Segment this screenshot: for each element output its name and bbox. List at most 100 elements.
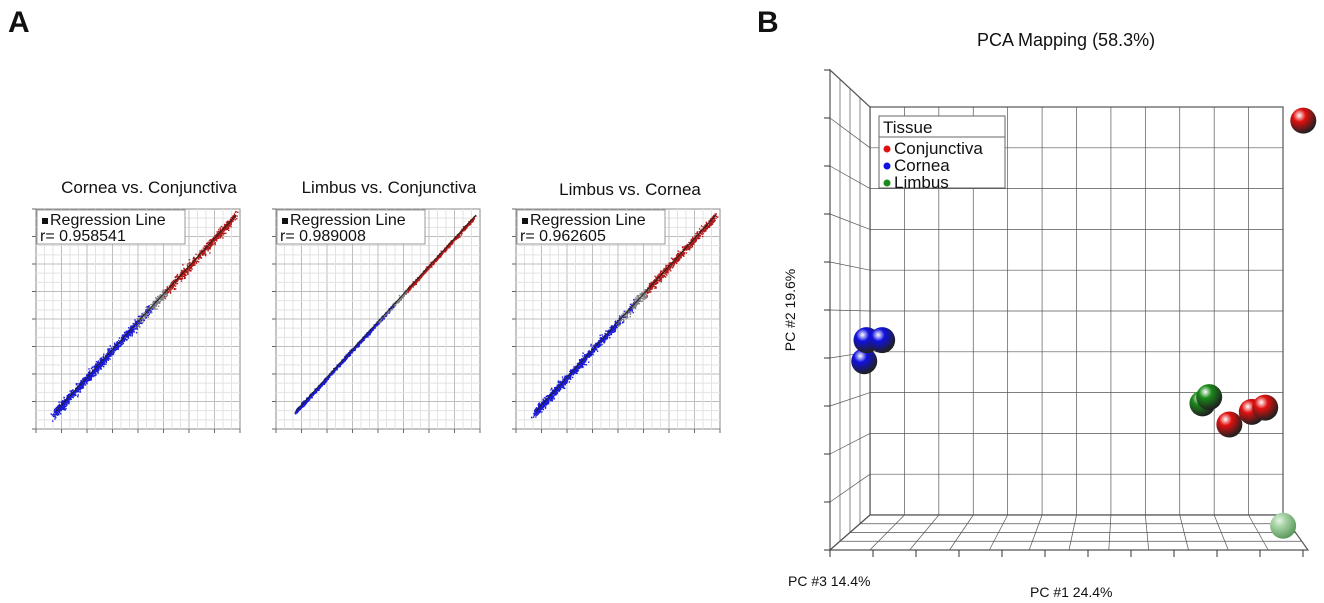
scatter-title-1: Cornea vs. Conjunctiva (61, 178, 237, 197)
data-point (236, 215, 238, 217)
legend-label: Regression Line (290, 212, 406, 229)
data-point (96, 369, 98, 371)
data-point (176, 273, 179, 276)
data-point (407, 290, 410, 292)
data-point (394, 304, 397, 306)
data-point (342, 359, 345, 362)
data-point (110, 353, 112, 355)
data-point (135, 332, 138, 334)
data-point (142, 314, 144, 317)
data-point (226, 225, 228, 228)
data-point (62, 400, 64, 403)
data-point (89, 378, 91, 380)
data-point (82, 377, 84, 380)
data-point (66, 395, 69, 397)
data-point (655, 287, 657, 289)
data-point (202, 252, 205, 255)
data-point (301, 404, 304, 406)
data-point (207, 248, 209, 251)
data-point (656, 275, 658, 277)
data-point (372, 329, 374, 331)
data-point (324, 381, 327, 384)
data-point (623, 316, 625, 319)
data-point (89, 370, 91, 372)
data-point (175, 281, 178, 283)
data-point (421, 274, 423, 276)
data-point (101, 359, 103, 361)
data-point (86, 375, 88, 377)
data-point (311, 397, 313, 399)
data-point (227, 226, 229, 229)
data-point (191, 265, 193, 267)
data-point (449, 244, 451, 246)
data-point (359, 342, 361, 344)
data-point (79, 391, 81, 393)
data-point (208, 240, 210, 242)
data-point (684, 249, 686, 251)
data-point (55, 407, 57, 410)
data-point (440, 250, 442, 252)
data-point (355, 346, 357, 349)
data-point (359, 343, 361, 345)
data-point (106, 355, 109, 357)
data-point (96, 362, 99, 365)
data-point (222, 234, 224, 236)
data-point (116, 345, 119, 347)
data-point (233, 217, 236, 219)
data-point (423, 273, 425, 275)
data-point (177, 276, 179, 278)
data-point (79, 389, 81, 391)
data-point (667, 272, 669, 274)
data-point (373, 324, 375, 326)
data-point (310, 395, 312, 397)
data-point (314, 392, 316, 394)
data-point (427, 268, 430, 270)
data-point (106, 356, 108, 359)
data-point (354, 349, 356, 351)
data-point (103, 353, 105, 355)
data-point (619, 321, 621, 323)
data-point (153, 308, 155, 310)
data-point (60, 407, 63, 409)
data-point (150, 311, 152, 313)
data-point (73, 395, 75, 397)
data-point (53, 414, 56, 416)
data-point (90, 378, 92, 380)
data-point (190, 266, 193, 268)
data-point (163, 291, 165, 294)
data-point (53, 408, 56, 411)
data-point (192, 258, 194, 260)
data-point (452, 240, 455, 242)
data-point (187, 273, 189, 275)
data-point (106, 357, 109, 359)
data-point (68, 400, 70, 402)
data-point (98, 361, 100, 364)
data-point (175, 275, 177, 278)
data-point (219, 236, 222, 238)
data-point (461, 232, 463, 235)
data-point (166, 286, 168, 288)
data-point (334, 369, 336, 371)
data-point (323, 383, 325, 385)
data-point (407, 289, 410, 291)
data-point (71, 394, 74, 396)
data-point (119, 345, 121, 347)
data-point (65, 403, 67, 405)
data-point (78, 388, 80, 390)
data-point (156, 302, 158, 304)
data-point (351, 351, 354, 353)
data-point (121, 341, 123, 344)
data-point (147, 306, 150, 308)
data-point (52, 413, 54, 416)
data-point (405, 293, 407, 295)
data-point (116, 342, 119, 344)
data-point (191, 263, 194, 265)
data-point (114, 343, 116, 345)
data-point (306, 401, 308, 403)
data-point (201, 253, 203, 255)
data-point (152, 301, 154, 304)
data-point (697, 236, 699, 238)
data-point (61, 402, 64, 404)
data-point (87, 378, 89, 380)
data-point (117, 347, 119, 349)
